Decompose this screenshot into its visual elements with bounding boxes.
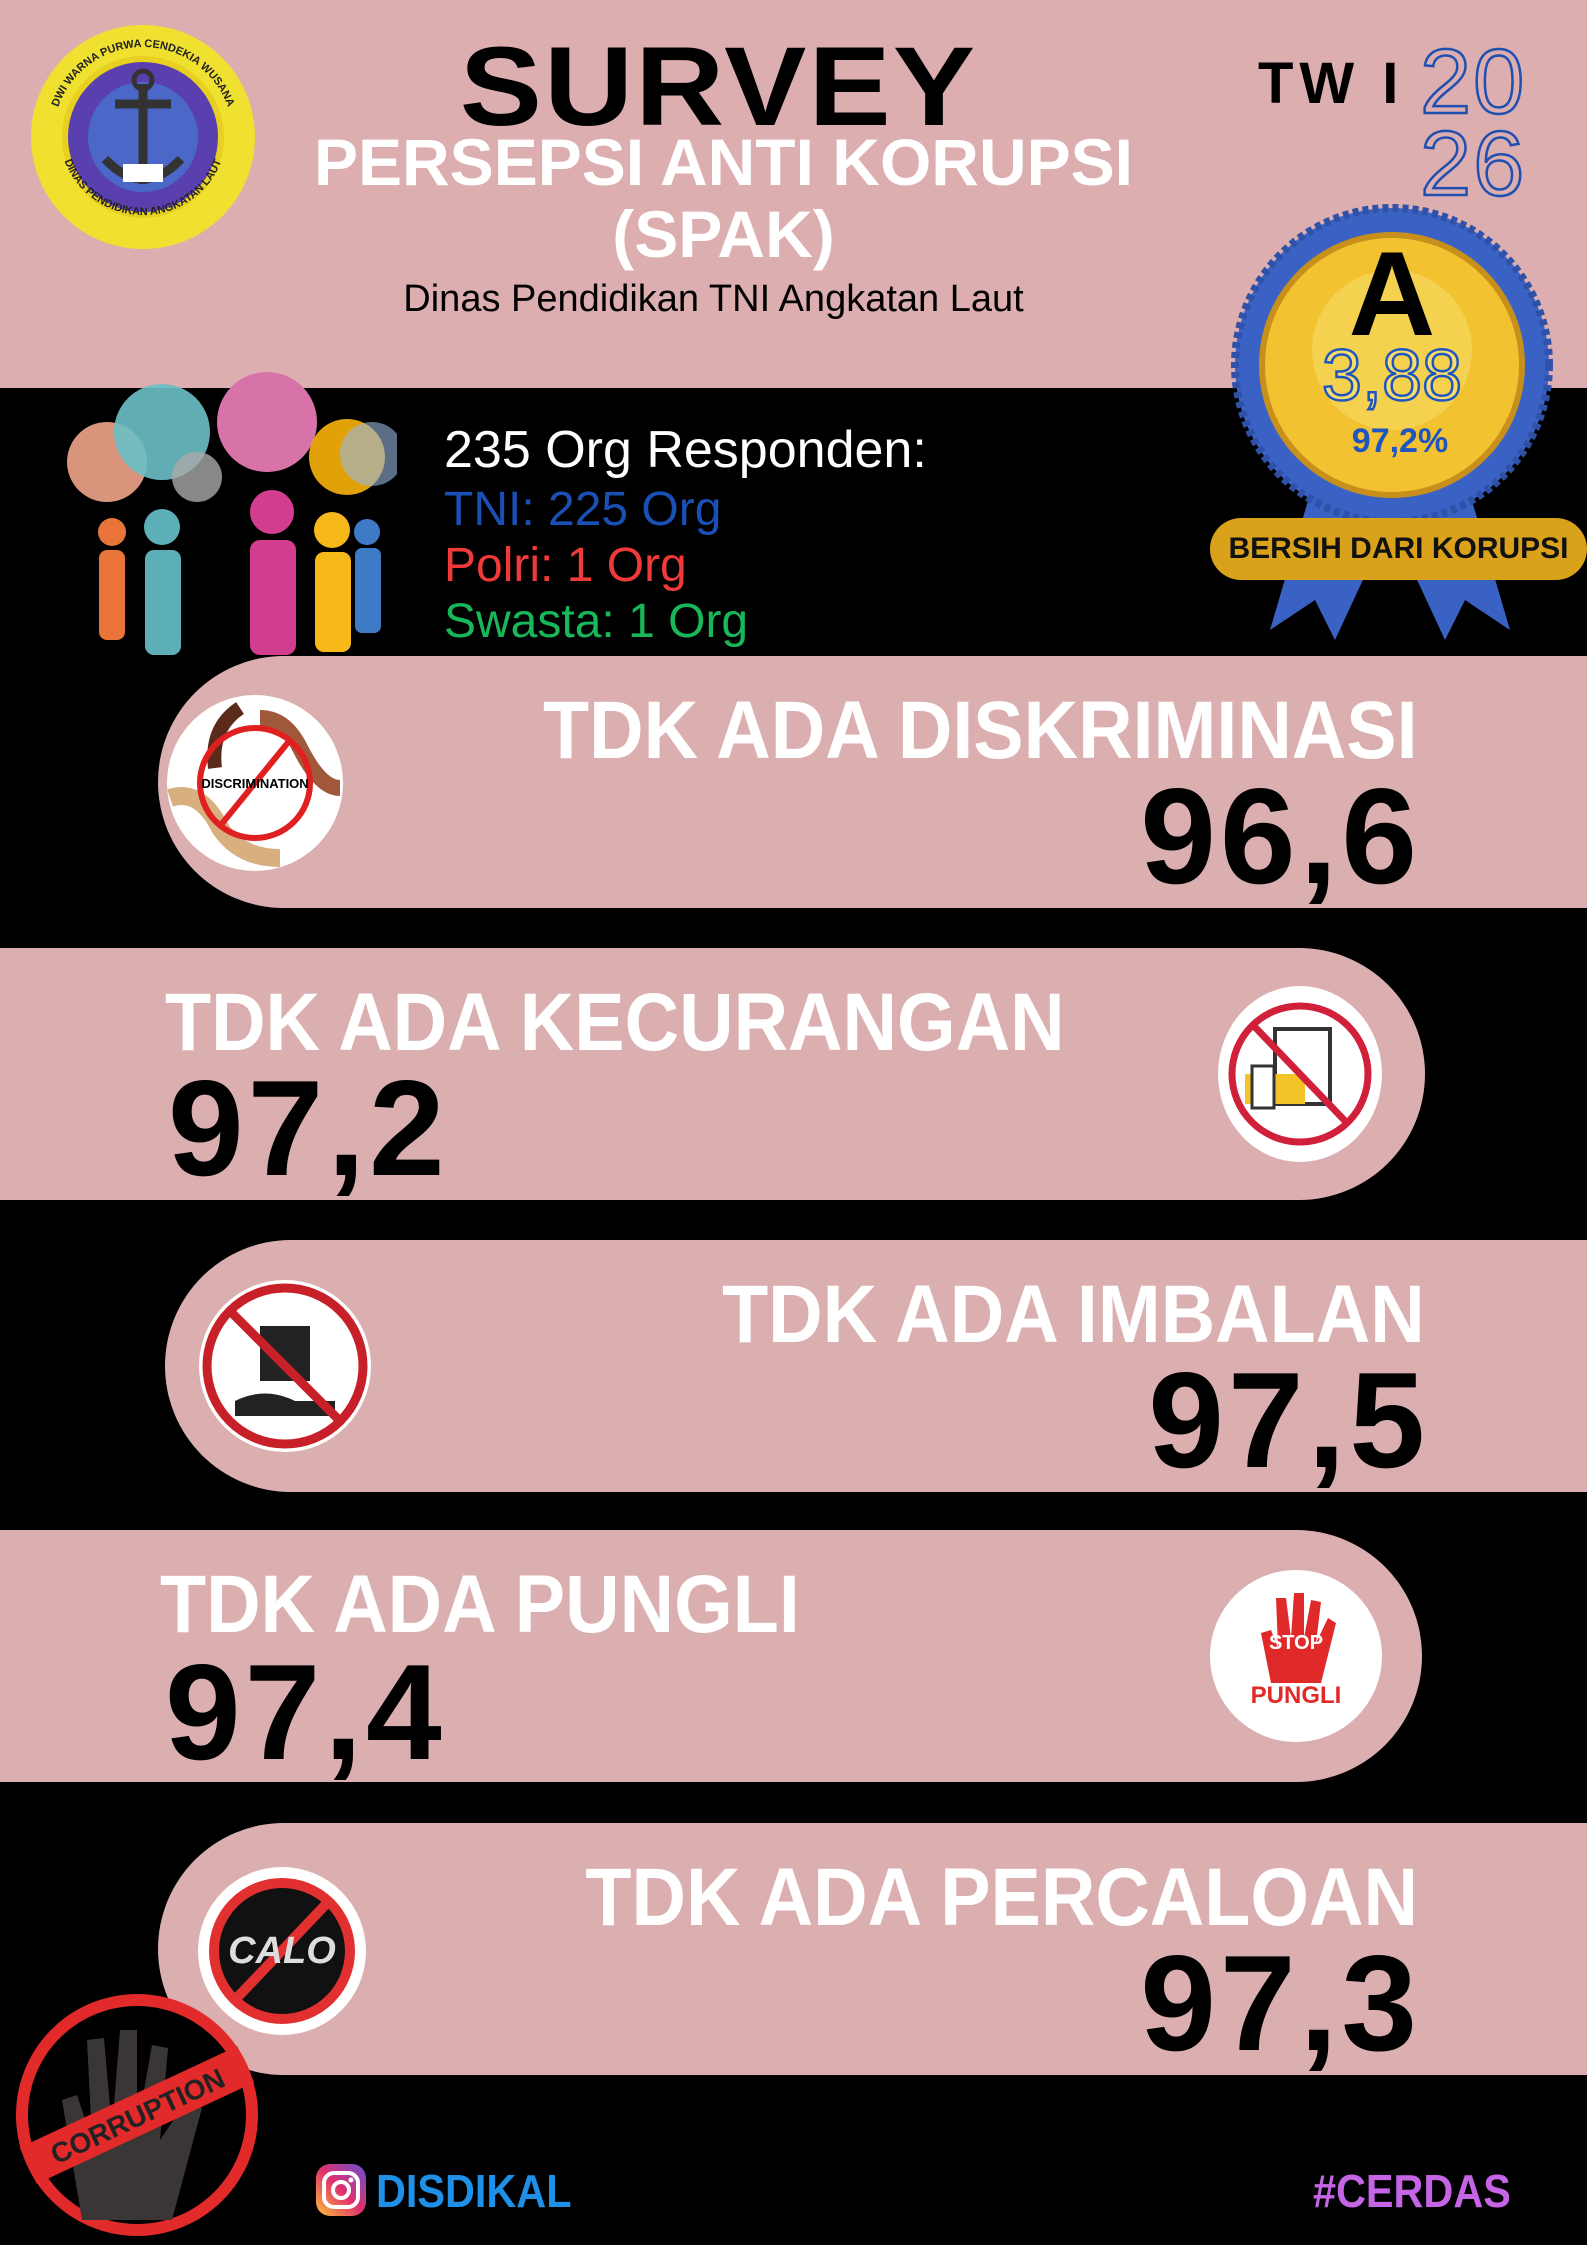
indicator-label: TDK ADA KECURANGAN [165, 977, 1065, 1068]
grade-percent: 97,2% [1351, 422, 1449, 460]
organization-name: Dinas Pendidikan TNI Angkatan Laut [403, 278, 1024, 320]
page-subtitle: PERSEPSI ANTI KORUPSI [313, 125, 1134, 199]
hashtag: #CERDAS [1313, 2165, 1511, 2217]
instagram-handle[interactable]: DISDIKAL [376, 2165, 572, 2217]
indicator-extortion: TDK ADA PUNGLI 97,4 STOP PUNGLI [0, 1530, 1422, 1788]
indicator-value: 97,4 [165, 1636, 446, 1788]
stop-corruption-icon: CORRUPTION [16, 1994, 258, 2236]
period-label: TW I [1258, 51, 1405, 116]
respondent-tni: TNI: 225 Org [444, 483, 722, 536]
instagram-icon[interactable] [315, 2163, 367, 2217]
no-gift-icon [199, 1280, 371, 1452]
grade-badge: A 3,88 97,2% BERSIH DARI KORUPSI [1210, 200, 1587, 640]
indicator-label: TDK ADA PERCALOAN [585, 1852, 1418, 1943]
indicator-brokerage: CALO TDK ADA PERCALOAN 97,3 [158, 1823, 1587, 2079]
indicator-value: 96,6 [1140, 760, 1421, 912]
indicator-label: TDK ADA PUNGLI [160, 1559, 800, 1650]
indicator-fraud: TDK ADA KECURANGAN 97,2 [0, 948, 1425, 1204]
page-subtitle-abbrev: (SPAK) [612, 197, 835, 271]
respondent-polri: Polri: 1 Org [444, 539, 687, 592]
people-discussion-icon [67, 372, 397, 655]
navy-education-logo: DWI WARNA PURWA CENDEKIA WUSANA DINAS PE… [31, 25, 255, 249]
stop-text: STOP [1268, 1632, 1324, 1654]
no-fraud-icon [1218, 986, 1382, 1162]
status-ribbon: BERSIH DARI KORUPSI [1210, 518, 1587, 580]
pungli-text: PUNGLI [1250, 1682, 1342, 1709]
indicator-label: TDK ADA DISKRIMINASI [543, 685, 1418, 776]
indicator-discrimination: DISCRIMINATION TDK ADA DISKRIMINASI 96,6 [158, 656, 1587, 912]
indicator-value: 97,2 [168, 1052, 449, 1204]
year-top: 20 [1419, 30, 1527, 135]
grade-score: 3,88 [1321, 336, 1464, 416]
respondent-swasta: Swasta: 1 Org [444, 595, 749, 648]
indicator-value: 97,5 [1148, 1344, 1429, 1496]
indicator-reward: TDK ADA IMBALAN 97,5 [165, 1240, 1587, 1496]
page-title: SURVEY [459, 24, 978, 149]
year-bottom: 26 [1419, 112, 1527, 217]
respondent-total: 235 Org Responden: [444, 421, 927, 479]
rosette-icon [1231, 204, 1553, 640]
hand-icon [1261, 1593, 1336, 1683]
no-calo-icon: CALO [198, 1867, 366, 2035]
svg-text:DISCRIMINATION: DISCRIMINATION [201, 776, 308, 791]
grade-letter: A [1348, 227, 1436, 361]
no-discrimination-icon: DISCRIMINATION [167, 695, 343, 871]
indicator-value: 97,3 [1140, 1927, 1421, 2079]
svg-text:CALO: CALO [228, 1930, 336, 1972]
indicator-label: TDK ADA IMBALAN [722, 1269, 1425, 1360]
stop-pungli-icon: STOP PUNGLI [1210, 1570, 1382, 1742]
